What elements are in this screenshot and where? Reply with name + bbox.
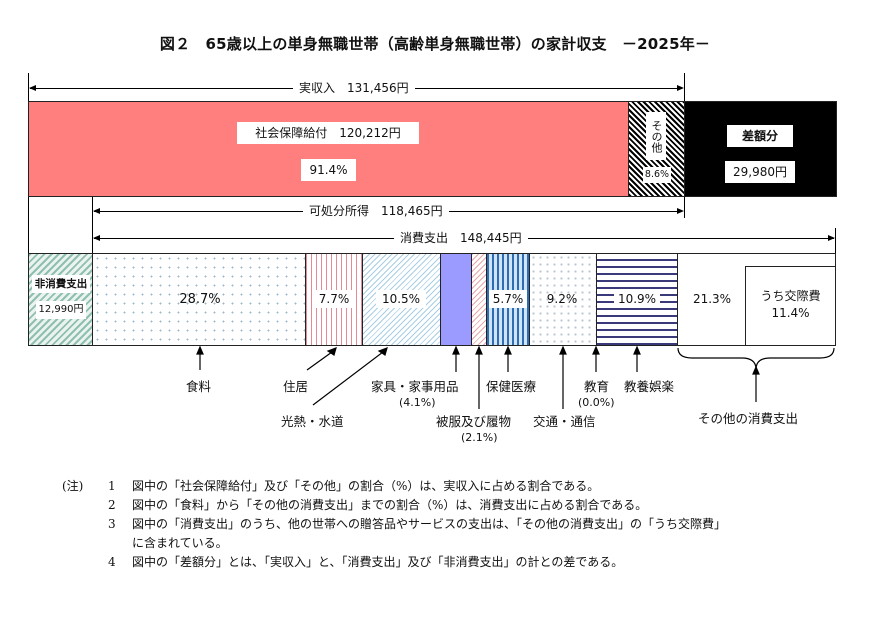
food-segment [92, 253, 306, 346]
social-security-pct: 91.4% [301, 159, 356, 181]
food-pct: 28.7% [179, 292, 221, 307]
note-number: 4 [108, 555, 116, 569]
social-security-label: 社会保障給付 120,212円 [237, 122, 419, 144]
arrow-left-icon [29, 85, 36, 91]
social-security-segment [28, 101, 629, 197]
label-food: 食料 [186, 379, 212, 394]
label-furniture: 家具・家事用品 [371, 379, 459, 394]
label-transport: 交通・通信 [533, 414, 596, 429]
furniture-pct: (4.1%) [399, 396, 436, 409]
social-expense-pct: 11.4% [771, 306, 810, 320]
note-row: 4 図中の「差額分」とは、「実収入」と、「消費支出」及び「非消費支出」の計との差… [62, 553, 726, 572]
note-text: 図中の「消費支出」のうち、他の世帯への贈答品やサービスの支出は、「その他の消費支… [132, 517, 727, 531]
deficit-label: 差額分 [727, 125, 793, 147]
medical-pct: 5.7% [489, 290, 527, 308]
non-consumption-segment [28, 253, 93, 346]
label-utilities: 光熱・水道 [281, 414, 344, 429]
label-clothing: 被服及び履物 [436, 414, 512, 429]
social-expense-box [745, 266, 836, 346]
non-consumption-label: 非消費支出 [32, 275, 90, 293]
label-culture: 教養娯楽 [624, 379, 675, 394]
note-number [108, 534, 132, 553]
label-medical: 保健医療 [486, 379, 537, 394]
arrow-right-icon [828, 235, 835, 241]
housing-pct: 7.7% [312, 290, 356, 308]
note-row: (注) 1 図中の「社会保障給付」及び「その他」の割合（%）は、実収入に占める割… [62, 477, 726, 496]
furniture-segment [440, 253, 472, 346]
note-text: に含まれている。 [132, 536, 228, 550]
clothing-pct: (2.1%) [461, 431, 498, 444]
social-expense-label: うち交際費 [760, 289, 821, 303]
disposable-left-boundary-line [92, 197, 93, 255]
disposable-income-label: 可処分所得 118,465円 [303, 203, 449, 219]
non-consumption-value: 12,990円 [36, 301, 86, 319]
notes-tag: (注) [62, 479, 84, 493]
note-row: 2 図中の「食料」から「その他の消費支出」までの割合（%）は、消費支出に占める割… [62, 496, 726, 515]
note-text: 図中の「社会保障給付」及び「その他」の割合（%）は、実収入に占める割合である。 [132, 479, 600, 493]
consumption-right-boundary-line [835, 228, 836, 255]
arrow-right-icon [677, 85, 684, 91]
utilities-pct: 10.5% [376, 290, 426, 308]
note-row: に含まれている。 [62, 534, 726, 553]
arrow-left-icon [93, 235, 100, 241]
notes: (注) 1 図中の「社会保障給付」及び「その他」の割合（%）は、実収入に占める割… [62, 477, 726, 572]
culture-pct: 10.9% [614, 290, 660, 308]
transport-pct: 9.2% [546, 292, 578, 306]
note-row: 3 図中の「消費支出」のうち、他の世帯への贈答品やサービスの支出は、「その他の消… [62, 515, 726, 534]
actual-income-label: 実収入 131,456円 [293, 80, 415, 96]
note-number: 3 [108, 517, 116, 531]
other-income-label: その他 [646, 112, 666, 160]
education-pct: (0.0%) [578, 396, 615, 409]
label-education: 教育 [584, 379, 610, 394]
pointer-arrows [196, 345, 835, 409]
consumption-label: 消費支出 148,445円 [394, 230, 528, 246]
note-text: 図中の「差額分」とは、「実収入」と、「消費支出」及び「非消費支出」の計との差であ… [132, 555, 624, 569]
label-housing: 住居 [283, 379, 309, 394]
arrow-left-icon [93, 208, 100, 214]
deficit-value: 29,980円 [725, 161, 795, 183]
label-other-consumption: その他の消費支出 [698, 411, 799, 426]
arrow-right-icon [677, 208, 684, 214]
other-income-pct: 8.6% [643, 167, 671, 183]
note-number: 1 [108, 479, 116, 493]
note-number: 2 [108, 498, 116, 512]
note-text: 図中の「食料」から「その他の消費支出」までの割合（%）は、消費支出に占める割合で… [132, 498, 648, 512]
other-consumption-pct: 21.3% [688, 290, 736, 308]
chart-title: 図２ 65歳以上の単身無職世帯（高齢単身無職世帯）の家計収支 －2025年－ [159, 35, 711, 53]
